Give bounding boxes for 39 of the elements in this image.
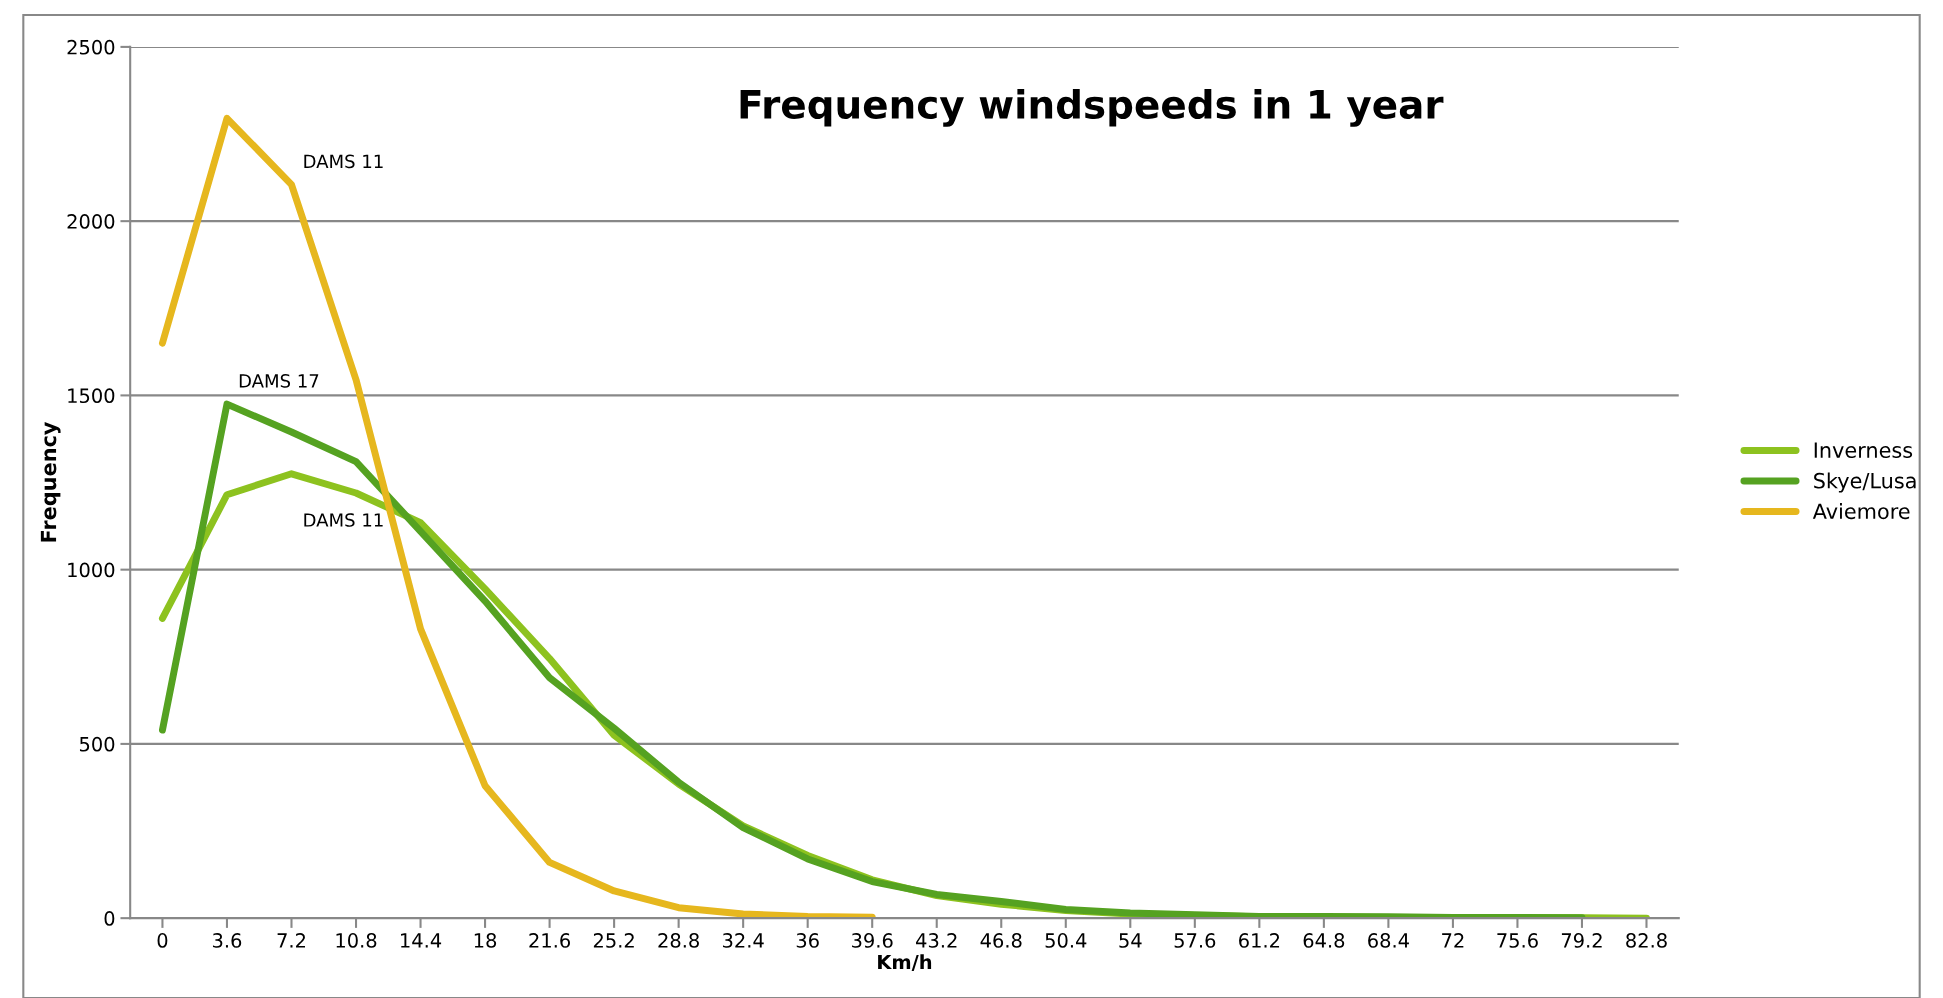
y-tick-label: 0 bbox=[104, 911, 115, 926]
x-tick-label: 50.4 bbox=[1045, 933, 1087, 948]
x-tick-label: 18 bbox=[474, 933, 497, 948]
annotation: DAMS 17 bbox=[239, 374, 319, 388]
x-tick-label: 43.2 bbox=[916, 933, 957, 948]
x-tick-label: 39.6 bbox=[852, 933, 893, 948]
y-tick-label: 2500 bbox=[67, 39, 115, 55]
y-tick-label: 500 bbox=[79, 736, 115, 752]
x-tick-label: 75.6 bbox=[1497, 933, 1538, 948]
y-tick-label: 2000 bbox=[67, 214, 115, 229]
x-tick-label: 7.2 bbox=[277, 933, 306, 948]
x-tick-label: 21.6 bbox=[529, 933, 571, 948]
x-tick-label: 32.4 bbox=[722, 933, 764, 948]
annotation: DAMS 11 bbox=[304, 513, 383, 527]
legend-label: Skye/Lusa bbox=[1814, 472, 1916, 493]
x-axis-title: Km/h bbox=[878, 954, 932, 971]
x-tick-label: 79.2 bbox=[1561, 933, 1602, 948]
x-tick-label: 82.8 bbox=[1626, 933, 1667, 948]
x-tick-label: 10.8 bbox=[336, 933, 377, 948]
x-tick-label: 61.2 bbox=[1239, 933, 1280, 948]
y-tick-label: 1500 bbox=[68, 388, 115, 404]
legend-label: Inverness bbox=[1814, 442, 1913, 458]
x-tick-label: 64.8 bbox=[1303, 933, 1345, 948]
x-tick-label: 0 bbox=[157, 933, 168, 948]
x-tick-label: 54 bbox=[1119, 933, 1142, 948]
x-tick-label: 28.8 bbox=[658, 933, 699, 948]
x-tick-label: 46.8 bbox=[980, 933, 1022, 948]
legend-label: Aviemore bbox=[1812, 503, 1910, 520]
text: Frequency windspeeds in 1 year bbox=[740, 88, 1444, 127]
x-tick-label: 57.6 bbox=[1174, 933, 1216, 948]
x-tick-label: 3.6 bbox=[212, 933, 242, 948]
x-tick-label: 25.2 bbox=[593, 933, 634, 948]
x-tick-label: 68.4 bbox=[1368, 933, 1409, 948]
annotation: DAMS 11 bbox=[304, 154, 383, 169]
x-tick-label: 72 bbox=[1442, 933, 1464, 948]
y-tick-label: 1000 bbox=[68, 562, 115, 578]
x-tick-label: 14.4 bbox=[401, 933, 442, 948]
x-tick-label: 36 bbox=[796, 933, 819, 948]
y-axis-title: Frequency bbox=[40, 421, 61, 542]
